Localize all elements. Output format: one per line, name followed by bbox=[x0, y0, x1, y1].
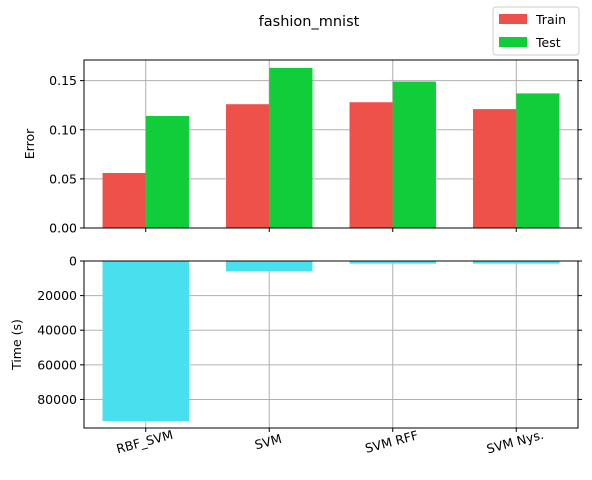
bar-test-svm-rff bbox=[392, 81, 436, 228]
bar-time-svm bbox=[226, 261, 313, 272]
xtick-label-svm: SVM bbox=[253, 431, 283, 453]
error-ytick-label: 0.00 bbox=[49, 221, 77, 236]
error-ytick-label: 0.15 bbox=[49, 73, 77, 88]
legend-label-train: Train bbox=[535, 12, 566, 27]
error-axes: 0.00 0.05 0.10 0.15 Error bbox=[22, 59, 582, 236]
time-ytick-label: 0 bbox=[69, 254, 77, 269]
bar-test-svm bbox=[269, 67, 313, 228]
bar-train-svm bbox=[226, 104, 270, 228]
time-ytick-label: 20000 bbox=[37, 288, 77, 303]
time-bars bbox=[102, 261, 560, 422]
bar-time-svm-nys bbox=[473, 261, 560, 264]
error-ticks: 0.00 0.05 0.10 0.15 bbox=[49, 73, 582, 236]
time-ytick-label: 40000 bbox=[37, 323, 77, 338]
xtick-label-svm-nys: SVM Nys. bbox=[485, 427, 545, 457]
bar-train-svm-nys bbox=[473, 109, 517, 228]
legend-swatch-train bbox=[499, 14, 527, 24]
xtick-label-svm-rff: SVM RFF bbox=[363, 427, 419, 456]
time-axes-frame bbox=[83, 260, 579, 429]
bar-time-svm-rff bbox=[349, 261, 436, 264]
error-bars bbox=[102, 67, 560, 229]
error-axis-label: Error bbox=[22, 128, 37, 159]
error-ytick-label: 0.10 bbox=[49, 122, 77, 137]
bar-train-rbf-svm bbox=[102, 172, 146, 228]
xtick-label-rbf-svm: RBF_SVM bbox=[115, 427, 175, 456]
time-ytick-label: 60000 bbox=[37, 357, 77, 372]
chart-title: fashion_mnist bbox=[259, 14, 360, 30]
time-axes: 0 20000 40000 60000 80000 RBF_SVM SVM SVM RFF SV… bbox=[9, 254, 582, 457]
error-axes-frame bbox=[83, 59, 579, 229]
time-ytick-label: 80000 bbox=[37, 392, 77, 407]
bar-time-rbf-svm bbox=[102, 261, 189, 422]
time-axis-label: Time (s) bbox=[9, 319, 24, 371]
bar-test-svm-nys bbox=[516, 93, 560, 229]
bar-train-svm-rff bbox=[349, 102, 393, 228]
bar-test-rbf-svm bbox=[145, 116, 189, 228]
error-ytick-label: 0.05 bbox=[49, 171, 77, 186]
legend-swatch-test bbox=[499, 37, 527, 47]
legend-label-test: Test bbox=[535, 35, 561, 50]
legend: Train Test bbox=[492, 6, 580, 56]
